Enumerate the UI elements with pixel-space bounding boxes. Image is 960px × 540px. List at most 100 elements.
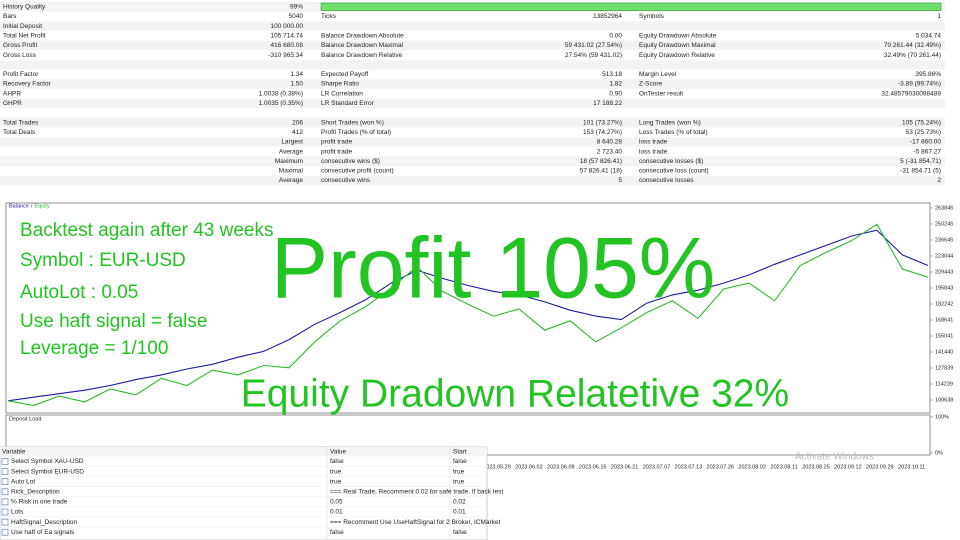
report-value: 32.49% (70 261.44) <box>884 52 941 59</box>
report-value: -31 854.71 (5) <box>900 168 941 175</box>
row-stripe <box>0 108 945 118</box>
report-label: Long Trades (won %) <box>639 119 701 126</box>
report-label: Profit Factor <box>3 71 39 78</box>
report-label: Balance Drawdown Relative <box>321 52 403 59</box>
report-label: Ticks <box>321 13 337 20</box>
report-value: 153 (74.27%) <box>583 129 622 136</box>
row-stripe <box>0 88 945 99</box>
overlay-subline: Equity Dradown Relatetive 32% <box>241 372 789 415</box>
y-tick-label: 127839 <box>935 365 953 371</box>
report-value: 513.18 <box>602 71 622 78</box>
report-label: Margin Level <box>639 71 677 78</box>
report-label: AHPR <box>3 90 21 97</box>
report-value: -5 867.27 <box>914 148 942 155</box>
report-value: 0.90 <box>609 90 622 97</box>
report-value: Average <box>279 177 303 184</box>
param-name: Lots <box>11 509 24 516</box>
y-tick-label: 263846 <box>935 205 953 211</box>
x-tick-label: 2023.08.25 <box>802 464 830 470</box>
params-header: Variable <box>2 449 26 456</box>
row-stripe <box>0 166 945 176</box>
report-value: 57 826.41 (18) <box>580 168 622 175</box>
row-stripe <box>0 79 945 89</box>
report-value: 1.50 <box>290 81 303 88</box>
x-tick-label: 2023.08.11 <box>771 464 798 470</box>
report-value: 53 (25.73%) <box>906 129 941 136</box>
y-tick-label: 209443 <box>935 269 953 275</box>
x-tick-label: 2023.09.29 <box>866 464 894 470</box>
x-tick-label: 2023.08.02 <box>738 464 766 470</box>
report-label: OnTester result <box>639 90 683 97</box>
report-value: 17 188.22 <box>593 100 622 107</box>
y-tick-label: 100% <box>935 414 949 420</box>
report-value: Maximum <box>275 158 303 165</box>
overlay-note: Use haft signal = false <box>20 311 207 332</box>
row-stripe <box>0 127 945 138</box>
row-stripe <box>0 30 945 41</box>
report-label: Profit Trades (% of total) <box>321 129 391 136</box>
y-tick-label: 0% <box>935 450 943 456</box>
param-value: === Recomment Use UseHaftSignal for 2 Br… <box>330 519 501 526</box>
param-value: true <box>330 478 342 485</box>
checkbox <box>1 528 9 536</box>
report-label: Bars <box>3 13 17 20</box>
report-value: 8 640.28 <box>597 139 623 146</box>
report-label: Total Deals <box>3 129 36 136</box>
report-value: 18 (57 826.41) <box>580 158 622 165</box>
plot-area <box>5 202 931 414</box>
param-name: HaftSignal_Description <box>11 519 78 526</box>
row-stripe <box>0 11 945 22</box>
x-tick-label: 2023.07.26 <box>707 464 735 470</box>
report-label: Equity Drawdown Relative <box>639 52 715 59</box>
row-stripe <box>0 21 945 31</box>
y-tick-label: 236645 <box>935 237 953 243</box>
report-label: Loss Trades (% of total) <box>639 129 708 136</box>
y-tick-label: 195843 <box>935 285 953 291</box>
x-tick-label: 2023.06.21 <box>611 464 639 470</box>
params-header-bg <box>0 447 487 457</box>
report-label: consecutive losses <box>639 177 694 184</box>
param-name: % Risk in one trade <box>11 499 68 506</box>
report-value: 27.54% (59 431.02) <box>565 52 622 59</box>
report-label: consecutive losses ($) <box>639 158 703 165</box>
report-label: Expected Payoff <box>321 71 368 78</box>
report-label: loss trade <box>639 148 668 155</box>
report-label: Equity Drawdown Absolute <box>639 32 717 39</box>
overlay-note: Symbol : EUR-USD <box>20 250 186 271</box>
checkbox <box>1 508 9 516</box>
y-tick-label: 250245 <box>935 221 953 227</box>
series-line <box>7 223 929 407</box>
report-label: Gross Loss <box>3 52 37 59</box>
row-stripe <box>0 69 945 80</box>
report-value: 5 034.74 <box>916 32 942 39</box>
report-value: Average <box>279 148 303 155</box>
params-header: Value <box>330 449 347 456</box>
y-tick-label: 114239 <box>935 381 953 387</box>
report-value: 2 723.40 <box>597 148 623 155</box>
checkbox <box>1 478 9 486</box>
x-tick-label: 2023.05.29 <box>483 464 511 470</box>
deposit-title: Deposit Load <box>9 416 41 422</box>
report-label: consecutive loss (count) <box>639 168 709 175</box>
report-value: 1.0035 (0.35%) <box>259 100 303 107</box>
legend-entry: Balance <box>9 204 29 210</box>
y-tick-label: 100638 <box>935 397 953 403</box>
report-value: 100 000.00 <box>270 23 303 30</box>
report-value: 5 <box>618 177 622 184</box>
checkbox <box>1 518 9 526</box>
overlay-note: Backtest again after 43 weeks <box>20 220 273 241</box>
report-label: Gross Profit <box>3 42 38 49</box>
param-value: false <box>330 458 344 465</box>
param-value: false <box>453 529 467 536</box>
report-label: Short Trades (won %) <box>321 119 384 126</box>
report-value: 101 (73.27%) <box>583 119 622 126</box>
overlay-note: AutoLot : 0.05 <box>20 282 138 303</box>
report-value: -3.89 (99.74%) <box>898 81 941 88</box>
checkbox <box>1 488 9 496</box>
row-stripe <box>0 59 945 70</box>
report-label: consecutive profit (count) <box>321 168 394 175</box>
report-value: 416 680.08 <box>270 42 303 49</box>
param-value: true <box>453 468 465 475</box>
report-value: 32.48579030098489 <box>881 90 941 97</box>
